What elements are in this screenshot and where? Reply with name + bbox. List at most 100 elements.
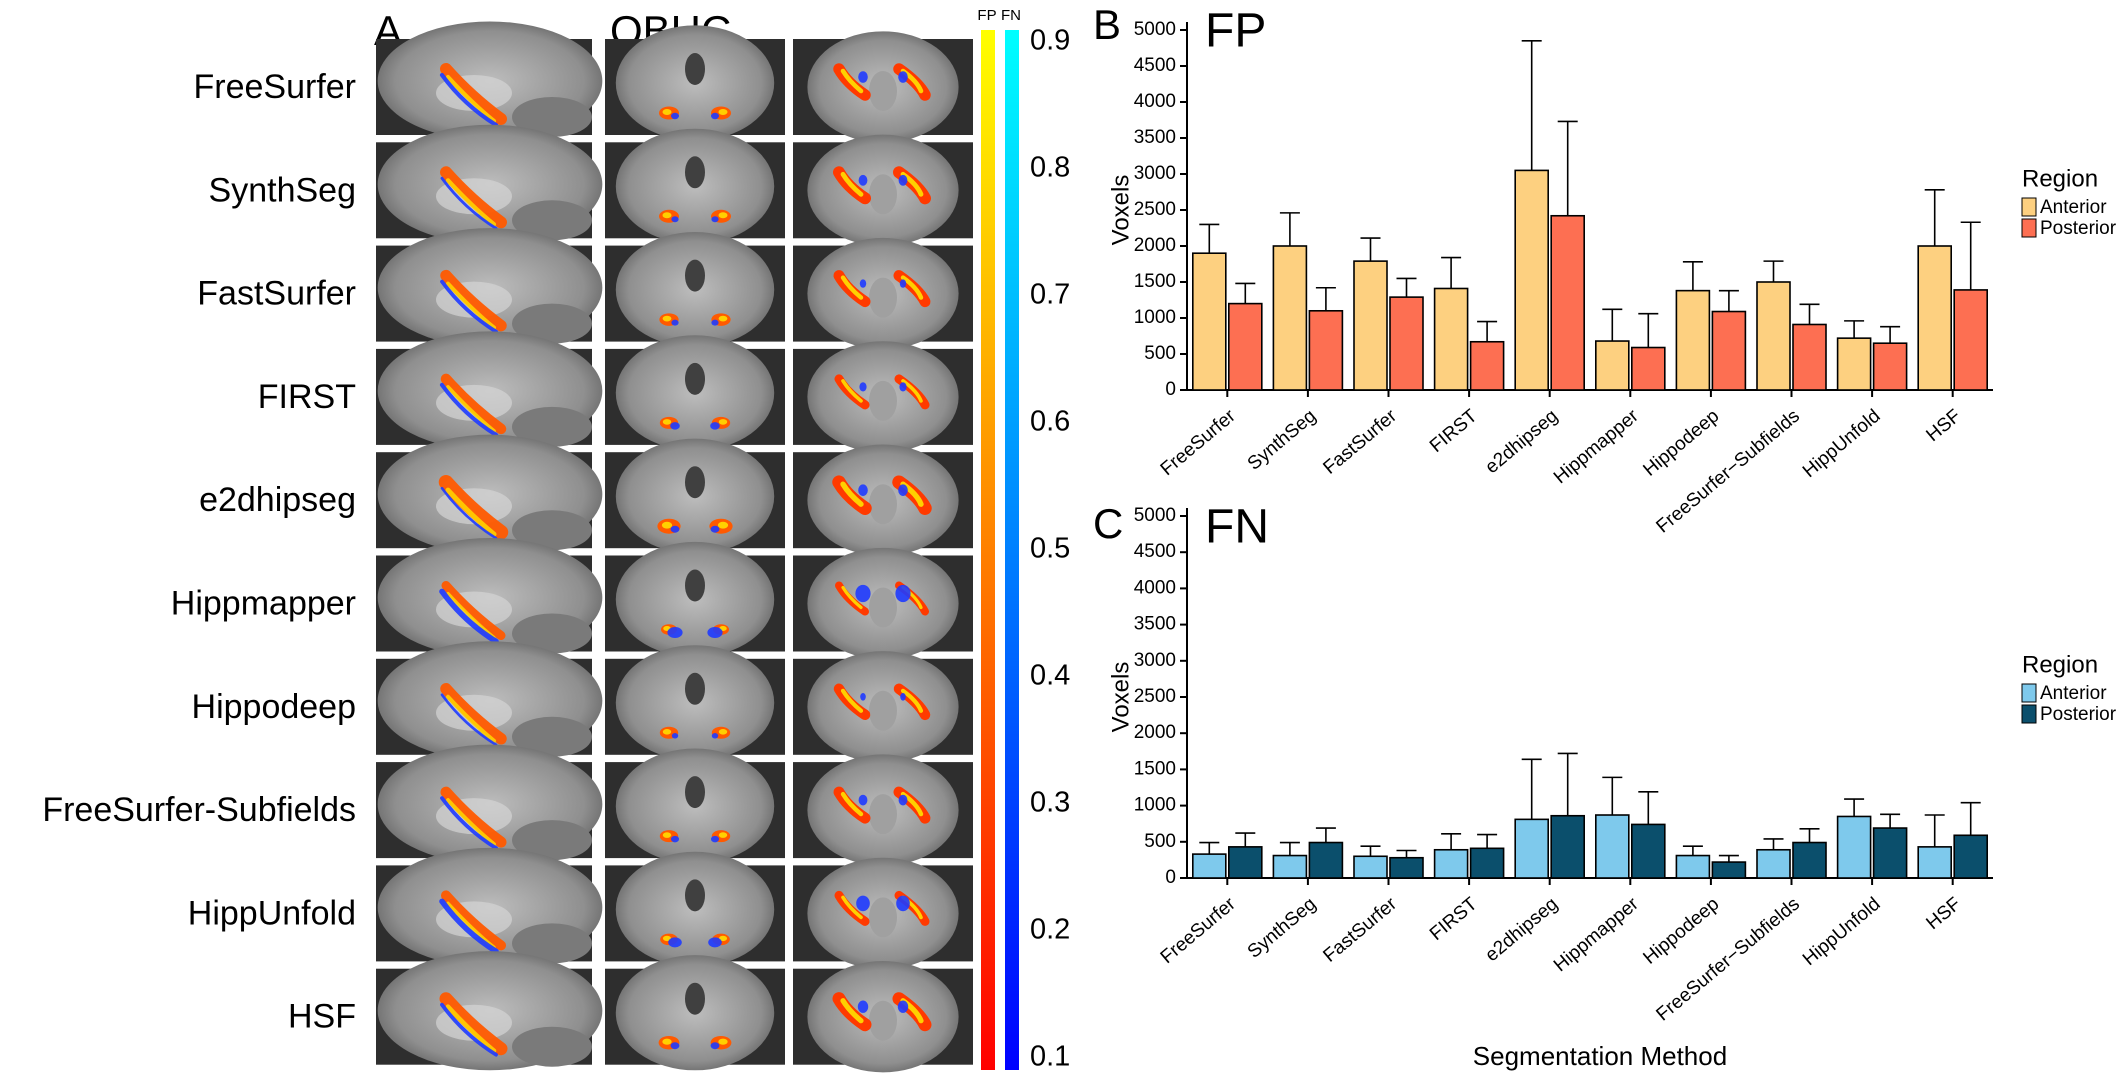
bar-posterior <box>1550 814 1585 879</box>
legend-entry-label: Anterior <box>2040 683 2107 704</box>
bar-anterior <box>1353 855 1388 879</box>
slice-row: FastSurfer <box>197 228 973 350</box>
y-tick-label: 3500 <box>1134 127 1176 148</box>
legend-swatch <box>2021 197 2037 217</box>
bar-anterior <box>1595 814 1630 879</box>
bar-posterior <box>1872 342 1908 391</box>
panel-b-letter: B <box>1093 1 1121 48</box>
bar-anterior <box>1514 169 1549 391</box>
bar-posterior <box>1953 834 1988 879</box>
sagittal-slice <box>376 951 603 1071</box>
x-tick-label: FastSurfer <box>1319 405 1401 479</box>
legend-entry-label: Anterior <box>2040 197 2107 218</box>
colorbar-tick-label: 0.3 <box>1030 787 1070 819</box>
x-tick-label: FIRST <box>1426 893 1482 945</box>
panel-a: A OBHC FreeSurferSynthSegFastSurferFIRST… <box>42 7 1070 1073</box>
y-tick-label: 5000 <box>1134 505 1176 526</box>
bar-posterior <box>1228 846 1263 879</box>
panel-c-fn-chart: C FN 0 500 1000 1500 2000 2500 3000 3500 4000 450… <box>1093 500 2117 1071</box>
axial-slice <box>793 547 973 660</box>
method-label: HSF <box>288 998 356 1036</box>
coronal-slice <box>605 541 785 658</box>
x-tick-label: FreeSurfer <box>1157 405 1241 480</box>
bar-posterior <box>1872 827 1908 879</box>
y-tick-label: 500 <box>1144 343 1176 364</box>
method-label: HippUnfold <box>188 894 356 932</box>
legend-title: Region <box>2022 165 2098 192</box>
colorbar-fn <box>1005 30 1019 1070</box>
axial-slice <box>793 754 973 866</box>
bar-anterior <box>1353 260 1388 391</box>
slice-row: Hippodeep <box>192 641 973 763</box>
legend-swatch <box>2021 683 2037 703</box>
coronal-slice <box>605 955 785 1071</box>
coronal-slice <box>605 748 785 864</box>
bar-posterior <box>1389 856 1424 879</box>
coronal-slice <box>605 438 785 554</box>
legend-entry-label: Posterior <box>2040 218 2117 239</box>
slice-row: e2dhipseg <box>199 434 973 556</box>
y-tick-label: 2000 <box>1134 722 1176 743</box>
slice-row: HSF <box>288 951 973 1073</box>
colorbar-tick-label: 0.6 <box>1030 406 1070 438</box>
bar-anterior <box>1192 853 1227 879</box>
x-tick-label: FastSurfer <box>1319 893 1401 967</box>
method-label: SynthSeg <box>209 171 356 209</box>
y-tick-label: 4500 <box>1134 541 1176 562</box>
legend-swatch <box>2021 218 2037 238</box>
x-tick-label: e2dhipseg <box>1481 406 1562 478</box>
y-axis-title: Voxels <box>1107 662 1134 733</box>
x-tick-label: SynthSeg <box>1244 894 1321 963</box>
bar-posterior <box>1953 289 1988 391</box>
sagittal-slice <box>376 124 603 244</box>
x-tick-label: FreeSurfer <box>1157 893 1241 968</box>
axial-slice <box>793 237 973 350</box>
bar-anterior <box>1917 245 1952 391</box>
x-tick-label: HippUnfold <box>1799 894 1885 971</box>
bar-anterior <box>1675 854 1711 879</box>
sagittal-slice <box>376 21 603 141</box>
y-tick-label: 2500 <box>1134 686 1176 707</box>
y-tick-label: 4000 <box>1134 577 1176 598</box>
axial-slice <box>793 857 973 970</box>
y-tick-label: 0 <box>1165 379 1176 400</box>
legend-title: Region <box>2022 651 2098 678</box>
y-tick-label: 1500 <box>1134 271 1176 292</box>
coronal-slice <box>605 851 785 968</box>
x-tick-label: Hippodeep <box>1639 406 1723 481</box>
sagittal-slice <box>376 228 603 348</box>
coronal-slice <box>605 645 785 761</box>
x-tick-label: FreeSurfer−Subfields <box>1652 406 1803 538</box>
axial-slice <box>793 651 973 763</box>
method-label: FIRST <box>258 378 356 416</box>
bar-posterior <box>1711 861 1747 879</box>
colorbar-tick-label: 0.7 <box>1030 279 1070 311</box>
bar-anterior <box>1433 848 1469 879</box>
bar-posterior <box>1792 841 1827 879</box>
bar-anterior <box>1756 281 1791 391</box>
y-tick-label: 500 <box>1144 831 1176 852</box>
bar-anterior <box>1836 337 1872 391</box>
colorbar-label-fn: FN <box>1001 7 1021 24</box>
bar-posterior <box>1550 214 1585 391</box>
slice-row: HippUnfold <box>188 847 973 970</box>
y-tick-label: 0 <box>1165 867 1176 888</box>
y-tick-label: 4500 <box>1134 55 1176 76</box>
sagittal-slice <box>376 537 603 658</box>
x-tick-label: FIRST <box>1426 405 1482 457</box>
colorbars: FP FN 0.9 0.8 0.7 0.6 0.5 0.4 0.3 0.2 0.1 <box>977 7 1070 1073</box>
bar-posterior <box>1389 296 1424 391</box>
bar-anterior <box>1836 815 1872 879</box>
bar-posterior <box>1631 346 1666 391</box>
x-axis-title: Segmentation Method <box>1473 1041 1727 1071</box>
method-label: FreeSurfer-Subfields <box>42 791 356 829</box>
bar-posterior <box>1308 309 1344 391</box>
coronal-slice <box>605 335 785 451</box>
y-tick-label: 5000 <box>1134 19 1176 40</box>
bar-posterior <box>1469 847 1505 879</box>
bar-posterior <box>1228 302 1263 391</box>
bar-anterior <box>1272 854 1308 879</box>
slice-row: FreeSurfer <box>194 21 973 143</box>
bar-anterior <box>1595 340 1630 391</box>
slice-row: FIRST <box>258 331 973 453</box>
